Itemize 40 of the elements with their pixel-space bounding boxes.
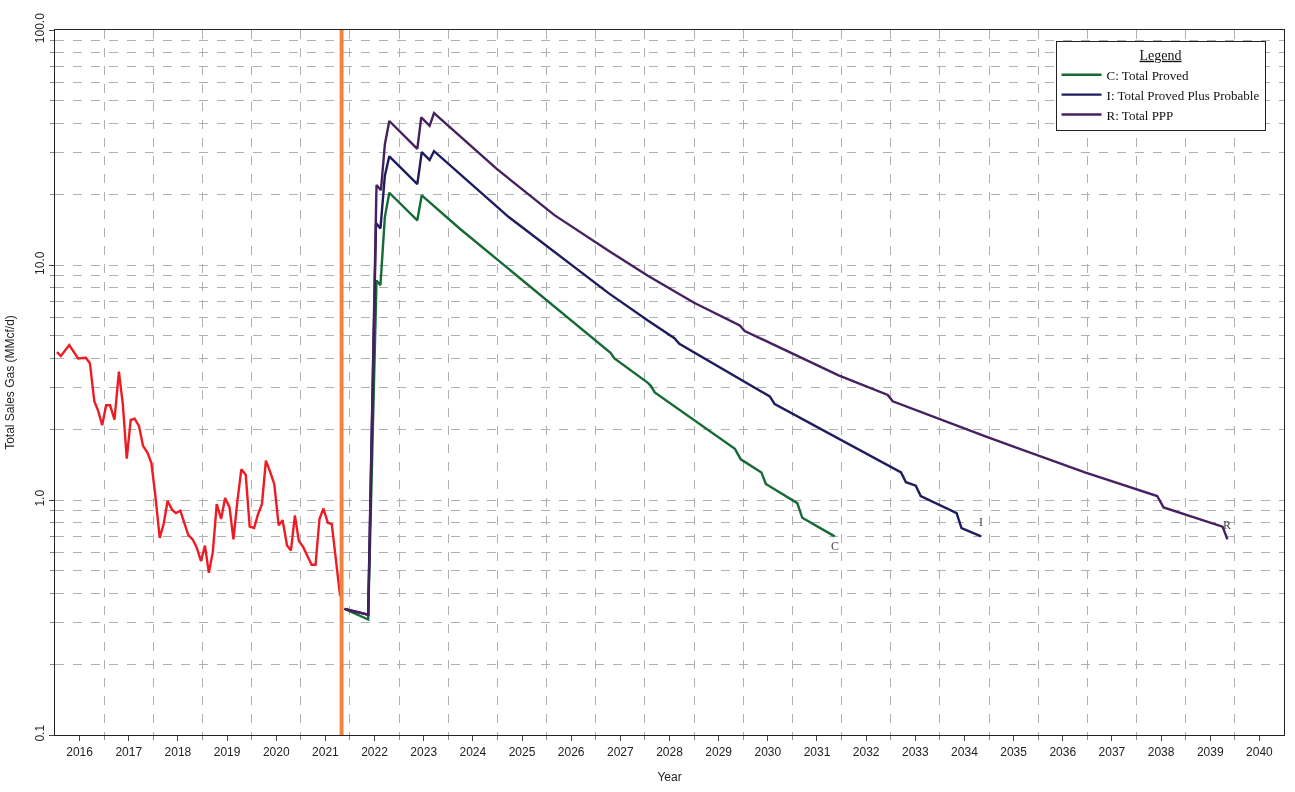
legend-label: C: Total Proved: [1106, 67, 1189, 83]
line-series: [55, 343, 342, 598]
x-tick-label: 2028: [656, 744, 684, 759]
legend-label: R: Total PPP: [1106, 107, 1174, 123]
x-tick-label: 2036: [1049, 744, 1077, 759]
x-tick-label: 2032: [852, 744, 880, 759]
x-tick-label: 2022: [361, 744, 389, 759]
x-tick-label: 2035: [1000, 744, 1028, 759]
x-tick-label: 2025: [508, 744, 536, 759]
y-axis-title: Total Sales Gas (MMcf/d): [3, 315, 18, 450]
x-tick-label: 2027: [606, 744, 635, 759]
x-tick-label: 2021: [312, 744, 340, 759]
y-tick-label: 0.1: [33, 724, 48, 742]
annotation: R: [1223, 518, 1232, 532]
x-tick-label: 2039: [1196, 744, 1224, 759]
y-tick-label: 10.0: [33, 251, 48, 275]
annotation: C: [831, 539, 840, 553]
line-series: [343, 111, 1229, 616]
x-tick-label: 2040: [1246, 744, 1274, 759]
x-tick-label: 2019: [213, 744, 241, 759]
legend-title: Legend: [1139, 47, 1182, 63]
x-tick-label: 2037: [1098, 744, 1126, 759]
annotation: I: [979, 515, 983, 529]
x-tick-label: 2031: [803, 744, 831, 759]
x-tick-label: 2038: [1147, 744, 1175, 759]
x-tick-label: 2020: [262, 744, 290, 759]
legend-label: I: Total Proved Plus Probable: [1106, 87, 1260, 103]
x-tick-label: 2024: [459, 744, 487, 759]
x-tick-label: 2017: [115, 744, 143, 759]
x-tick-label: 2034: [951, 744, 979, 759]
x-tick-label: 2030: [754, 744, 782, 759]
x-tick-label: 2018: [164, 744, 192, 759]
x-axis-title: Year: [657, 770, 682, 785]
y-tick-label: 1.0: [33, 489, 48, 507]
x-tick-label: 2026: [557, 744, 585, 759]
x-tick-label: 2016: [66, 744, 94, 759]
y-tick-label: 100.0: [33, 12, 48, 44]
x-tick-label: 2029: [705, 744, 733, 759]
x-tick-label: 2033: [901, 744, 929, 759]
x-tick-label: 2023: [410, 744, 438, 759]
